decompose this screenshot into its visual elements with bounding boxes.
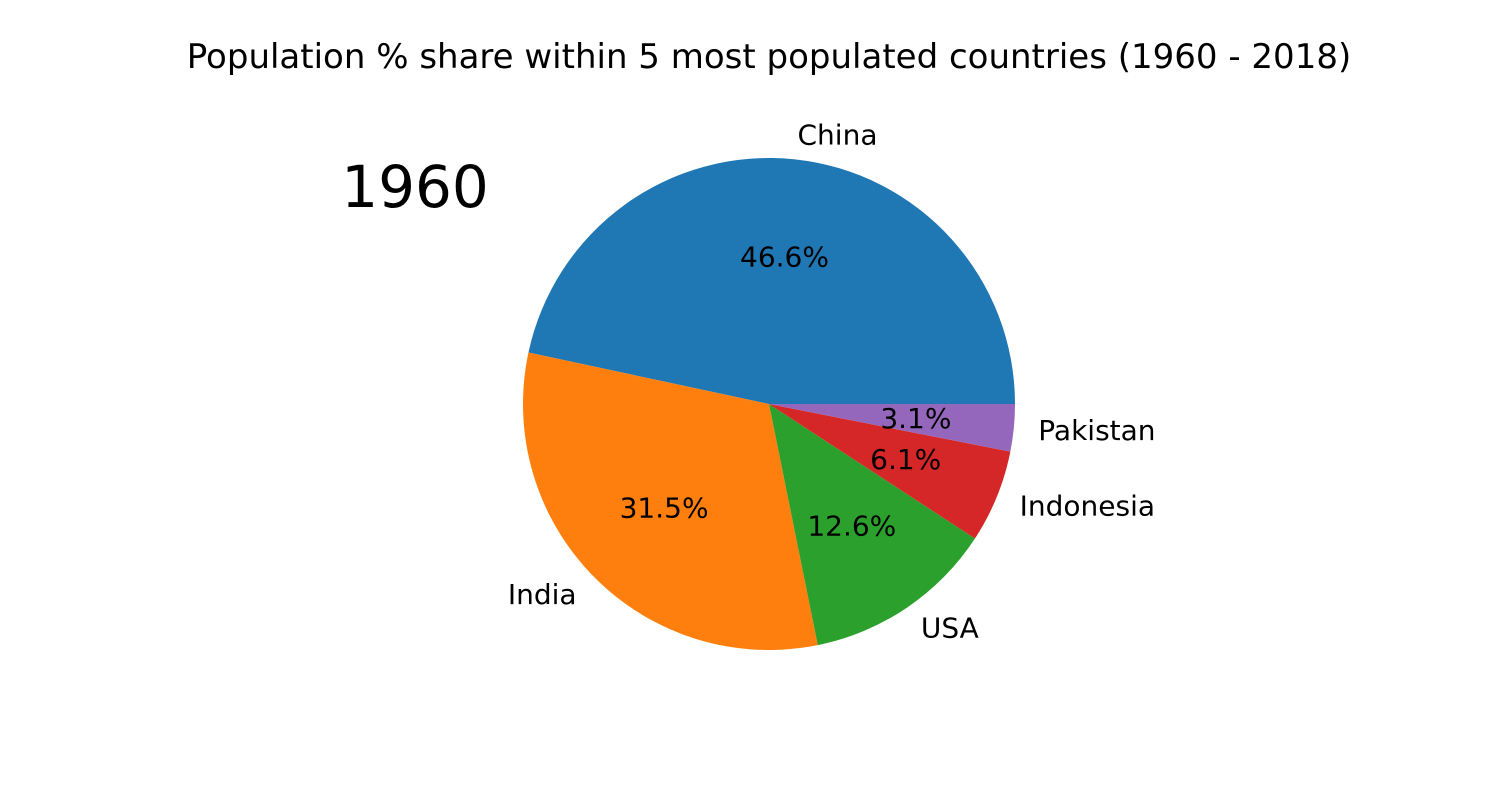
pct-label-indonesia: 6.1% [870, 443, 941, 476]
pct-label-china: 46.6% [740, 241, 829, 274]
chart-title: Population % share within 5 most populat… [187, 37, 1351, 77]
slice-label-china: China [798, 118, 878, 151]
pct-label-india: 31.5% [620, 491, 709, 524]
year-label: 1960 [341, 153, 489, 221]
pie-slice-indonesia [769, 404, 1011, 539]
pie-slice-pakistan [769, 404, 1016, 452]
pct-label-pakistan: 3.1% [880, 402, 951, 435]
slice-label-india: India [508, 578, 577, 611]
slice-label-indonesia: Indonesia [1020, 490, 1155, 523]
pct-label-usa: 12.6% [807, 510, 896, 543]
pie-slice-usa [769, 404, 975, 646]
pie-slice-china [528, 157, 1015, 404]
pie-slices [522, 157, 1016, 650]
pie-slice-india [522, 352, 818, 650]
slice-label-pakistan: Pakistan [1038, 414, 1155, 447]
pie-labels: China 46.6% India 31.5% USA 12.6% Indonesia 6.1… [508, 118, 1156, 644]
slice-label-usa: USA [921, 612, 979, 645]
